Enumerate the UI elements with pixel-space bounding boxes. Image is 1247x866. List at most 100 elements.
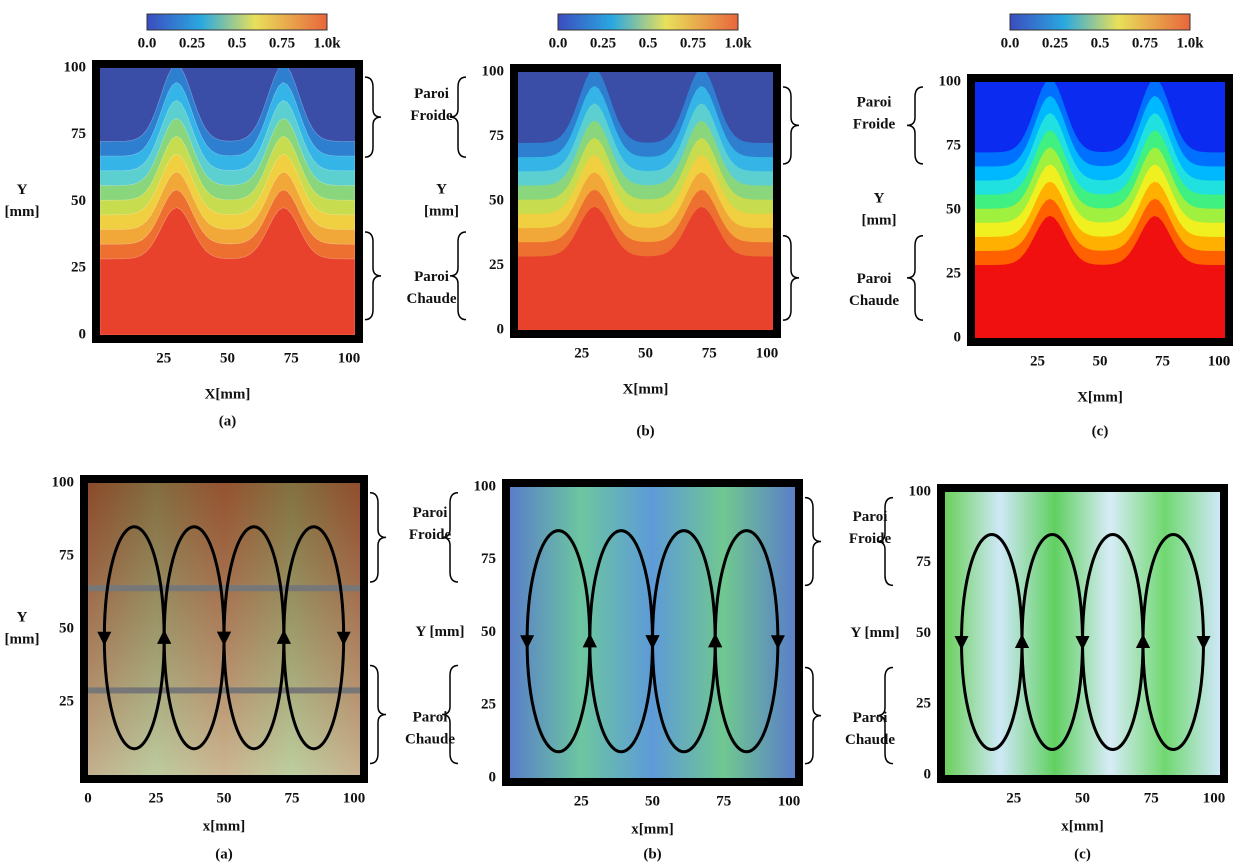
flow-arrow	[645, 635, 660, 650]
y-tick-label: 25	[946, 265, 961, 281]
y-tick-label: 100	[52, 474, 75, 490]
brace	[782, 86, 800, 165]
heatmap-band	[99, 207, 356, 336]
panel-frame	[92, 60, 363, 343]
caption: (b)	[636, 423, 654, 439]
wall-label: Paroi	[857, 271, 892, 287]
wall-label: Froide	[853, 117, 896, 133]
y-tick-label: 50	[916, 625, 931, 641]
colorbar-label: 0.25	[179, 35, 205, 51]
wall-label: Paroi	[857, 95, 892, 111]
brace	[369, 664, 387, 765]
brace	[441, 664, 459, 765]
panel-frame	[502, 479, 803, 786]
y-axis-label: Y [mm]	[415, 624, 464, 640]
y-tick-label: 50	[71, 193, 86, 209]
y-tick-label: 25	[59, 693, 74, 709]
brace	[449, 76, 467, 158]
x-tick-label: 75	[716, 793, 731, 809]
flow-arrow	[336, 631, 351, 646]
flow-arrow	[217, 631, 231, 646]
flow-arrow	[708, 633, 723, 648]
y-tick-label: 50	[946, 201, 961, 217]
colorbar-label: 0.75	[269, 35, 295, 51]
y-tick-label: 75	[946, 137, 961, 153]
wall-label: Paroi	[853, 710, 888, 726]
x-tick-label: 25	[574, 345, 589, 361]
y-tick-label: 0	[924, 766, 932, 782]
wall-label: Paroi	[413, 709, 448, 725]
brace	[364, 76, 382, 158]
x-axis-label: x[mm]	[203, 818, 245, 834]
y-tick-label: 25	[71, 260, 86, 276]
y-axis-label: Y	[874, 190, 885, 206]
y-tick-label: 0	[497, 321, 505, 337]
brace	[906, 235, 924, 321]
x-tick-label: 75	[1155, 353, 1170, 369]
x-tick-label: 50	[638, 345, 653, 361]
y-tick-label: 100	[939, 73, 962, 89]
rod	[88, 687, 360, 694]
x-tick-label: 100	[343, 790, 366, 806]
y-tick-label: 100	[909, 483, 932, 499]
y-axis-label: [mm]	[424, 203, 459, 219]
wall-label: Chaude	[406, 291, 456, 307]
y-tick-label: 0	[489, 769, 497, 785]
flow-arrow	[1196, 635, 1211, 650]
y-axis-label: Y	[17, 609, 28, 625]
y-axis-label: [mm]	[862, 212, 897, 228]
wall-label: Paroi	[414, 269, 449, 285]
y-tick-label: 25	[481, 697, 496, 713]
y-axis-label: Y	[17, 182, 28, 198]
x-tick-label: 0	[84, 790, 92, 806]
brace	[449, 231, 467, 321]
colorbar-label: 1.0k	[1176, 35, 1204, 51]
x-tick-label: 75	[702, 345, 717, 361]
y-tick-label: 50	[489, 192, 504, 208]
colorbar-label: 0.0	[138, 35, 157, 51]
x-tick-label: 50	[217, 790, 232, 806]
y-tick-label: 50	[481, 624, 496, 640]
wall-label: Froide	[410, 108, 453, 124]
flow-arrow	[520, 635, 535, 650]
flow-arrow	[97, 631, 112, 646]
flow-arrow	[1136, 633, 1150, 648]
flow-arrow	[770, 635, 785, 650]
brace	[906, 86, 924, 165]
colorbar-label: 0.25	[590, 35, 616, 51]
x-tick-label: 50	[1075, 790, 1090, 806]
brace	[876, 666, 894, 765]
flow-arrow	[1015, 633, 1029, 648]
x-tick-label: 75	[284, 350, 299, 366]
x-tick-label: 25	[1030, 353, 1045, 369]
y-axis-label: Y	[436, 181, 447, 197]
flow-arrow	[157, 629, 172, 644]
brace	[441, 492, 459, 583]
x-tick-label: 75	[1144, 790, 1159, 806]
panel-frame	[510, 64, 781, 338]
x-tick-label: 100	[338, 350, 361, 366]
x-tick-label: 25	[156, 350, 171, 366]
colorbar-label: 0.75	[1132, 35, 1158, 51]
x-tick-label: 25	[149, 790, 164, 806]
brace	[782, 235, 800, 321]
flow-arrow	[1075, 635, 1090, 650]
y-tick-label: 75	[481, 551, 496, 567]
y-tick-label: 100	[64, 59, 87, 75]
caption: (b)	[643, 846, 661, 862]
colorbar-label: 0.75	[680, 35, 706, 51]
x-tick-label: 50	[1093, 353, 1108, 369]
x-axis-label: X[mm]	[205, 386, 251, 402]
x-tick-label: 100	[756, 345, 779, 361]
x-axis-label: X[mm]	[1077, 389, 1123, 405]
caption: (a)	[215, 846, 233, 862]
flow-arrow	[954, 635, 969, 650]
caption: (c)	[1074, 846, 1091, 862]
x-tick-label: 75	[285, 790, 300, 806]
brace	[804, 666, 822, 765]
y-tick-label: 50	[59, 620, 74, 636]
colorbar-label: 1.0k	[724, 35, 752, 51]
brace	[369, 492, 387, 583]
colorbar-label: 1.0k	[313, 35, 341, 51]
